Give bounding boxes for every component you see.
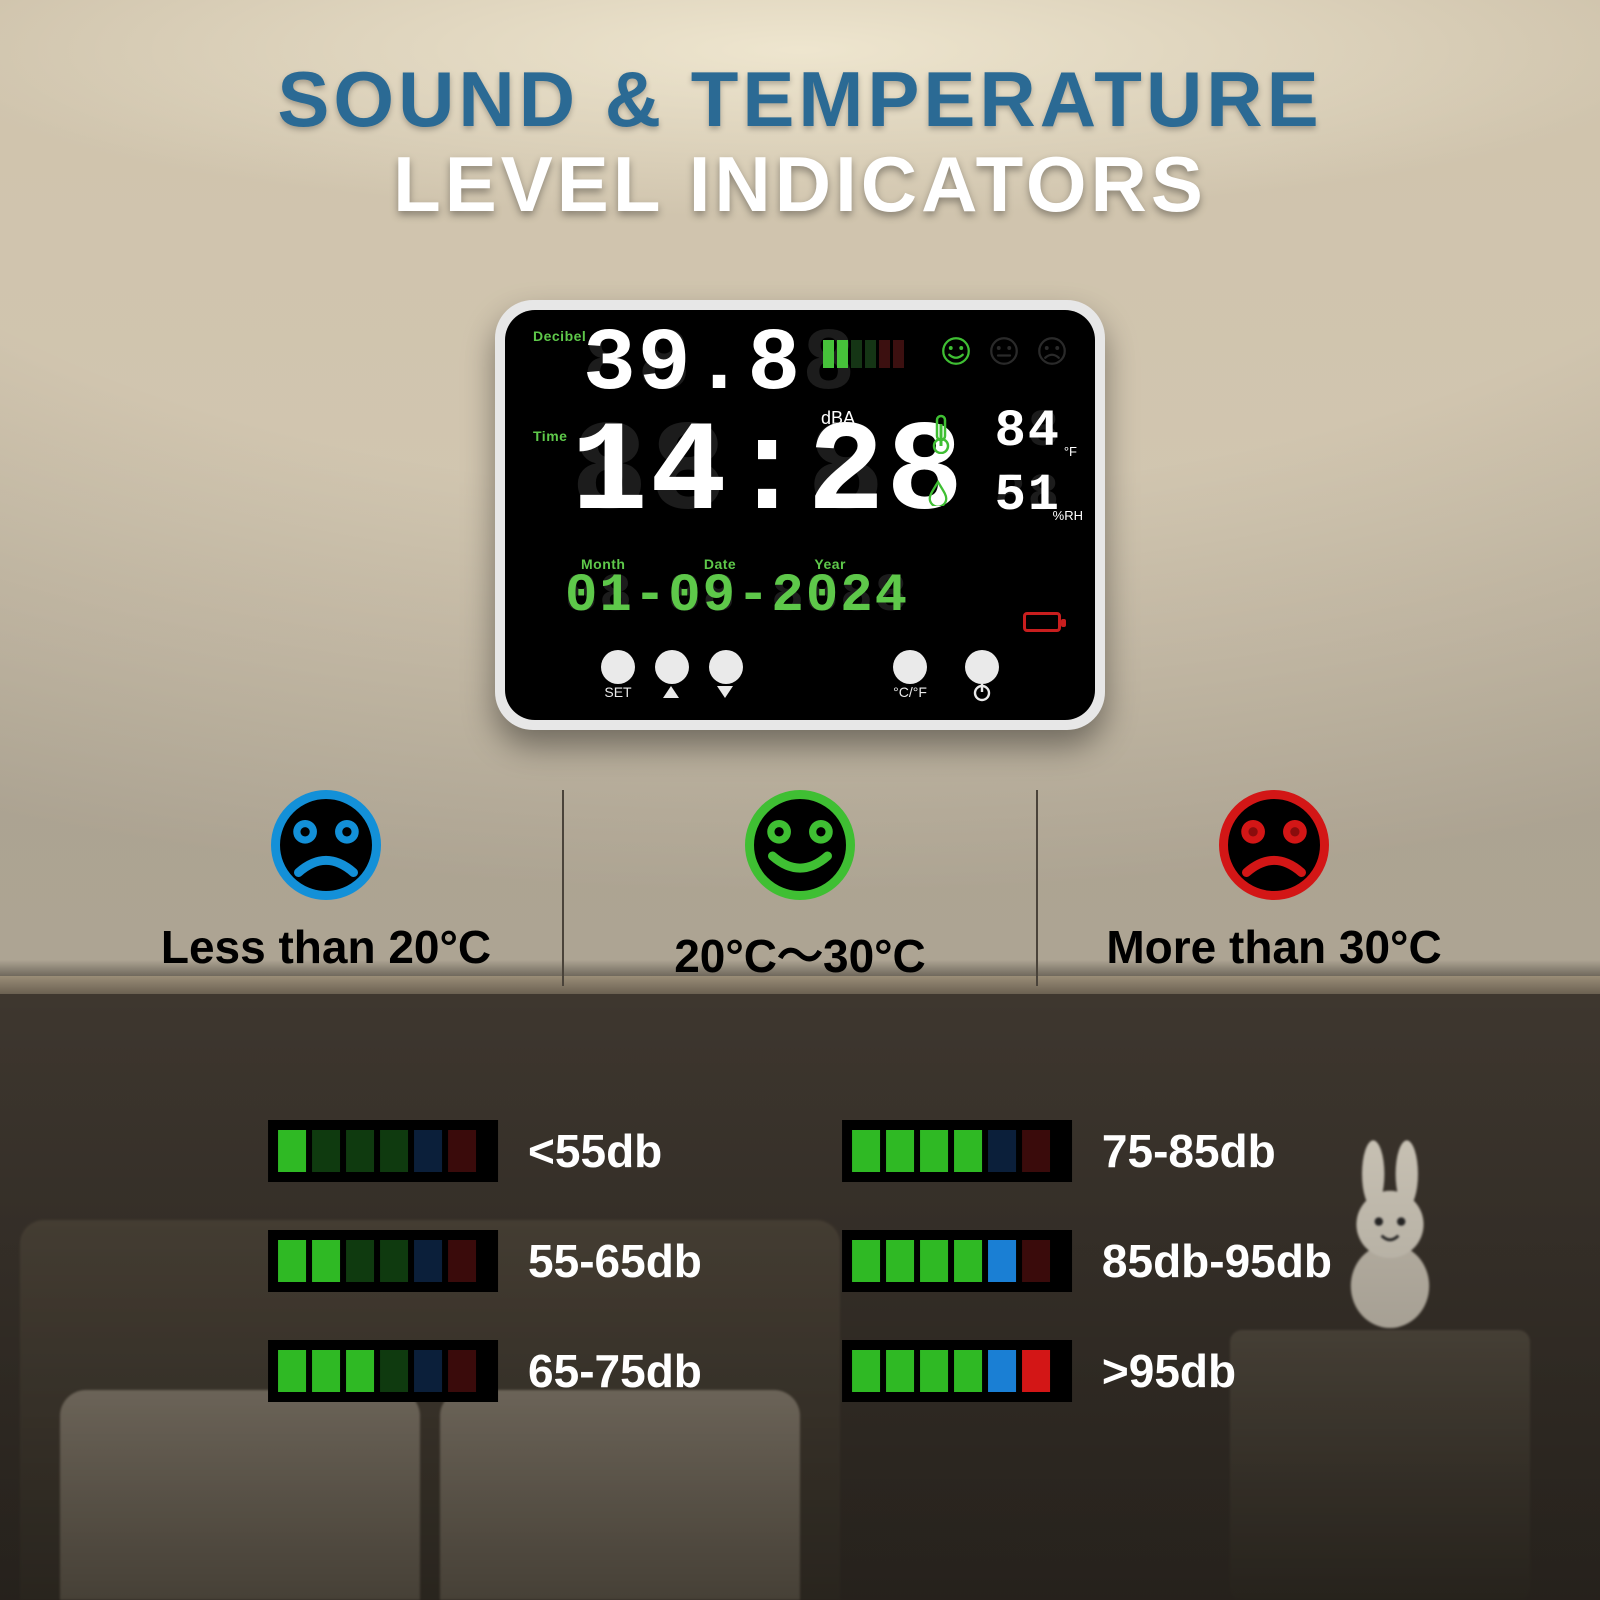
temp-indicator-label: 20°C～30°C [674, 920, 926, 986]
happy-face-icon [745, 790, 855, 900]
sound-level-label: 85db-95db [1102, 1234, 1332, 1288]
decibel-label: Decibel [533, 328, 586, 344]
sound-level-2: 55-65db [268, 1230, 702, 1292]
time-label: Time [533, 428, 567, 444]
date-value: 01-09-2024 [565, 566, 909, 627]
up-button[interactable] [655, 650, 689, 684]
temperature-indicator-row: Less than 20°C 20°C～30°C More than 30°C [90, 790, 1510, 986]
device-screen: Decibel 88.88 39.8 dBA [505, 310, 1095, 720]
sound-level-5: >95db [842, 1340, 1332, 1402]
headline: SOUND & TEMPERATURE LEVEL INDICATORS [0, 54, 1600, 230]
up-arrow-icon [663, 686, 679, 698]
thermometer-icon [929, 414, 953, 454]
sound-level-3: 85db-95db [842, 1230, 1332, 1292]
set-button-label: SET [597, 684, 639, 700]
power-icon [972, 682, 992, 702]
sound-level-bar [842, 1340, 1072, 1402]
sound-level-label: 65-75db [528, 1344, 702, 1398]
infographic-stage: SOUND & TEMPERATURE LEVEL INDICATORS Dec… [0, 0, 1600, 1600]
sound-level-label: 55-65db [528, 1234, 702, 1288]
humidity-unit: %RH [1053, 508, 1083, 523]
temp-indicator-label: Less than 20°C [161, 920, 491, 974]
neutral-face-icon [989, 336, 1019, 366]
headline-line1: SOUND & TEMPERATURE [0, 54, 1600, 145]
sad-face-icon [1219, 790, 1329, 900]
cf-button-label: °C/°F [885, 684, 935, 700]
sound-level-label: 75-85db [1102, 1124, 1276, 1178]
sound-level-bar [268, 1340, 498, 1402]
sound-level-bar [842, 1120, 1072, 1182]
sound-level-bar [268, 1230, 498, 1292]
device-sound-meter [823, 340, 904, 368]
time-value: 14:28 [571, 402, 965, 547]
temp-indicator-0: Less than 20°C [90, 790, 564, 986]
sound-level-1: 75-85db [842, 1120, 1332, 1182]
device-frame: Decibel 88.88 39.8 dBA [495, 300, 1105, 730]
device-face-row [941, 336, 1067, 366]
sound-level-0: <55db [268, 1120, 702, 1182]
temp-indicator-label: More than 30°C [1106, 920, 1441, 974]
sound-level-label: >95db [1102, 1344, 1236, 1398]
decibel-value: 39.8 [583, 316, 802, 415]
sound-level-label: <55db [528, 1124, 662, 1178]
temp-indicator-1: 20°C～30°C [564, 790, 1038, 986]
device-button-row: SET °C/°F [505, 640, 1095, 700]
down-button[interactable] [709, 650, 743, 684]
temp-unit: °F [1064, 444, 1077, 459]
sound-level-grid: <55db 75-85db 55-65db 85db-95db 65-75db >95db [268, 1120, 1332, 1402]
set-button[interactable] [601, 650, 635, 684]
battery-low-icon [1023, 612, 1061, 632]
temp-value: 84 [995, 402, 1061, 461]
unit-toggle-button[interactable] [893, 650, 927, 684]
down-arrow-icon [717, 686, 733, 698]
happy-face-icon [941, 336, 971, 366]
power-button[interactable] [965, 650, 999, 684]
temp-indicator-2: More than 30°C [1038, 790, 1510, 986]
headline-line2: LEVEL INDICATORS [0, 139, 1600, 230]
sound-level-4: 65-75db [268, 1340, 702, 1402]
humidity-icon [927, 480, 949, 506]
humidity-value: 51 [995, 466, 1061, 525]
sound-level-bar [842, 1230, 1072, 1292]
sound-level-bar [268, 1120, 498, 1182]
sad-face-icon [271, 790, 381, 900]
sad-face-icon [1037, 336, 1067, 366]
